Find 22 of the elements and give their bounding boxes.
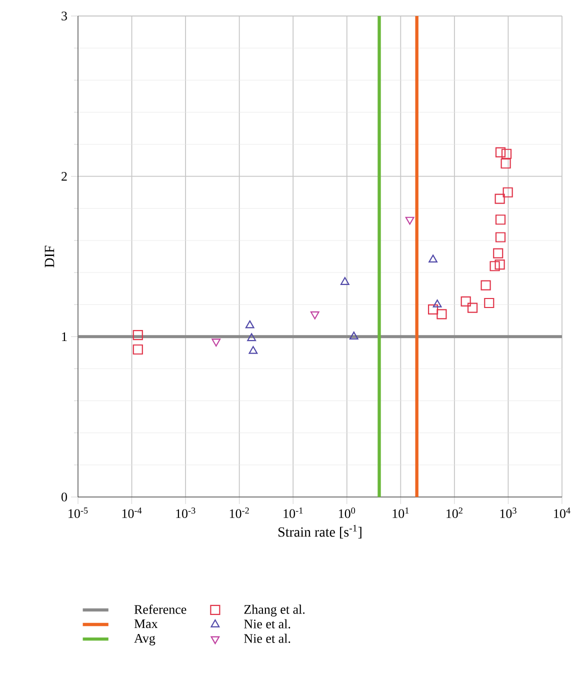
x-tick-label: 10$^{-1}$ (284, 508, 303, 518)
y-tick-label: 2 (62, 172, 67, 181)
x-tick-label: 10$^{1}$ (392, 508, 409, 518)
x-tick-label: 10$^{4}$ (554, 508, 570, 518)
x-tick-label: 10$^{3}$ (500, 508, 516, 518)
x-tick-label: 10$^{-2}$ (230, 508, 249, 518)
legend-label: Zhang et al. (244, 604, 305, 616)
x-tick-label: 10$^{-4}$ (122, 508, 142, 518)
x-tick-label: 10$^{2}$ (446, 508, 462, 518)
y-tick-label: 3 (62, 12, 67, 20)
x-tick-label: 10$^{0}$ (338, 508, 356, 518)
x-tick-label: 10$^{-3}$ (176, 508, 196, 518)
y-tick-label: 0 (62, 492, 68, 502)
legend-label: Avg (134, 634, 156, 646)
y-axis-title: DIF (44, 246, 54, 268)
legend-label: Max (134, 620, 158, 628)
x-axis-title: Strain rate [s$^{-1}$] (278, 524, 362, 538)
legend-label: Nie et al. (244, 619, 290, 628)
y-tick-label: 1 (62, 332, 67, 341)
legend-label: Nie et al. (244, 634, 290, 643)
legend-label: Reference (134, 604, 186, 614)
x-tick-label: 10$^{-5}$ (68, 508, 88, 518)
